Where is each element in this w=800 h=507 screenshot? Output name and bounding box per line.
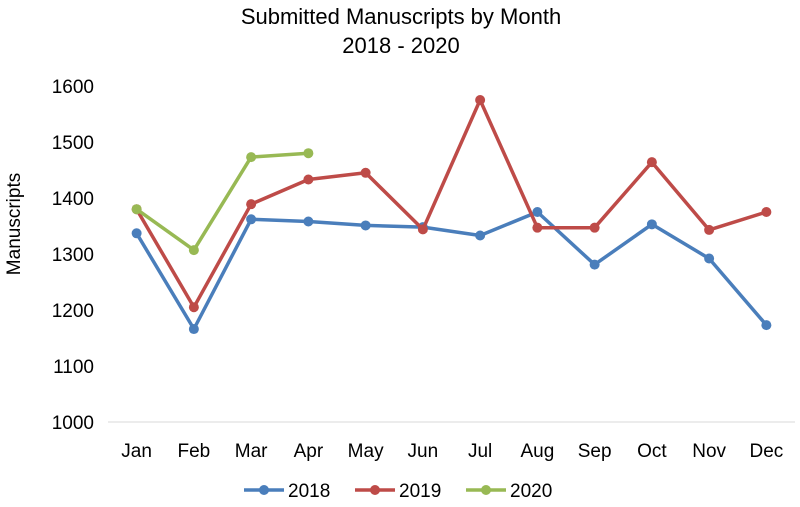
x-tick-label: Nov xyxy=(692,441,726,462)
data-point-2018 xyxy=(646,219,657,230)
x-axis-ticks: Jan Feb Mar Apr May Jun Jul Aug Sep Oct Nov Dec xyxy=(121,441,783,462)
data-point-2020 xyxy=(303,148,314,159)
x-tick-label: Jul xyxy=(468,441,492,462)
data-point-2018 xyxy=(188,324,199,335)
data-point-2018 xyxy=(761,320,772,331)
data-point-2018 xyxy=(360,220,371,231)
data-point-2019 xyxy=(532,222,543,233)
y-tick-label: 1200 xyxy=(52,301,94,322)
data-point-2018 xyxy=(131,228,142,239)
data-point-2018 xyxy=(704,253,715,264)
series-2018 xyxy=(131,207,772,335)
y-tick-label: 1300 xyxy=(52,245,94,266)
chart-title: Submitted Manuscripts by Month xyxy=(241,4,561,29)
y-tick-label: 1400 xyxy=(52,189,94,210)
x-tick-label: May xyxy=(348,441,384,462)
x-tick-label: Feb xyxy=(178,441,211,462)
series-2019 xyxy=(131,95,772,313)
data-point-2019 xyxy=(475,95,486,105)
data-point-2019 xyxy=(646,157,657,168)
legend-item-2019: 2019 xyxy=(355,481,441,502)
x-tick-label: Jan xyxy=(121,441,152,462)
legend-label: 2019 xyxy=(399,481,441,502)
data-point-2019 xyxy=(761,207,772,217)
chart-subtitle: 2018 - 2020 xyxy=(342,33,459,58)
x-tick-label: Oct xyxy=(637,441,667,462)
data-point-2020 xyxy=(188,245,199,256)
legend-item-2018: 2018 xyxy=(244,481,330,502)
data-point-2019 xyxy=(188,302,199,313)
series-line-2019 xyxy=(134,98,769,309)
data-point-2018 xyxy=(475,230,486,241)
legend-marker-2020 xyxy=(481,485,491,495)
data-point-2019 xyxy=(246,199,257,210)
legend: 2018 2019 2020 xyxy=(244,481,552,502)
x-tick-label: Jun xyxy=(408,441,439,462)
data-point-2019 xyxy=(589,222,600,233)
data-point-2018 xyxy=(303,216,314,227)
legend-item-2020: 2020 xyxy=(466,481,552,502)
y-tick-label: 1500 xyxy=(52,133,94,154)
y-tick-label: 1000 xyxy=(52,413,94,434)
y-axis-label: Manuscripts xyxy=(4,173,25,275)
legend-marker-2018 xyxy=(259,485,269,495)
data-point-2018 xyxy=(532,207,543,217)
data-point-2019 xyxy=(417,224,428,235)
series-line-2020 xyxy=(134,151,311,252)
data-point-2020 xyxy=(246,152,257,163)
y-tick-label: 1100 xyxy=(53,357,94,378)
data-point-2020 xyxy=(131,204,142,215)
legend-label: 2020 xyxy=(510,481,552,502)
data-point-2019 xyxy=(704,224,715,235)
series-line-2018 xyxy=(134,210,769,331)
x-tick-label: Sep xyxy=(578,441,612,462)
data-point-2018 xyxy=(246,214,257,225)
x-tick-label: Dec xyxy=(749,441,783,462)
legend-marker-2019 xyxy=(370,485,380,495)
x-tick-label: Apr xyxy=(294,441,324,462)
y-axis-ticks: 1000 1100 1200 1300 1400 1500 1600 xyxy=(52,77,94,434)
data-point-2019 xyxy=(360,167,371,178)
legend-label: 2018 xyxy=(288,481,330,502)
data-point-2018 xyxy=(589,259,600,270)
series-layer xyxy=(131,95,772,335)
x-tick-label: Aug xyxy=(520,441,554,462)
y-tick-label: 1600 xyxy=(52,77,94,98)
x-tick-label: Mar xyxy=(235,441,268,462)
data-point-2019 xyxy=(303,174,314,185)
series-2020 xyxy=(131,148,314,256)
